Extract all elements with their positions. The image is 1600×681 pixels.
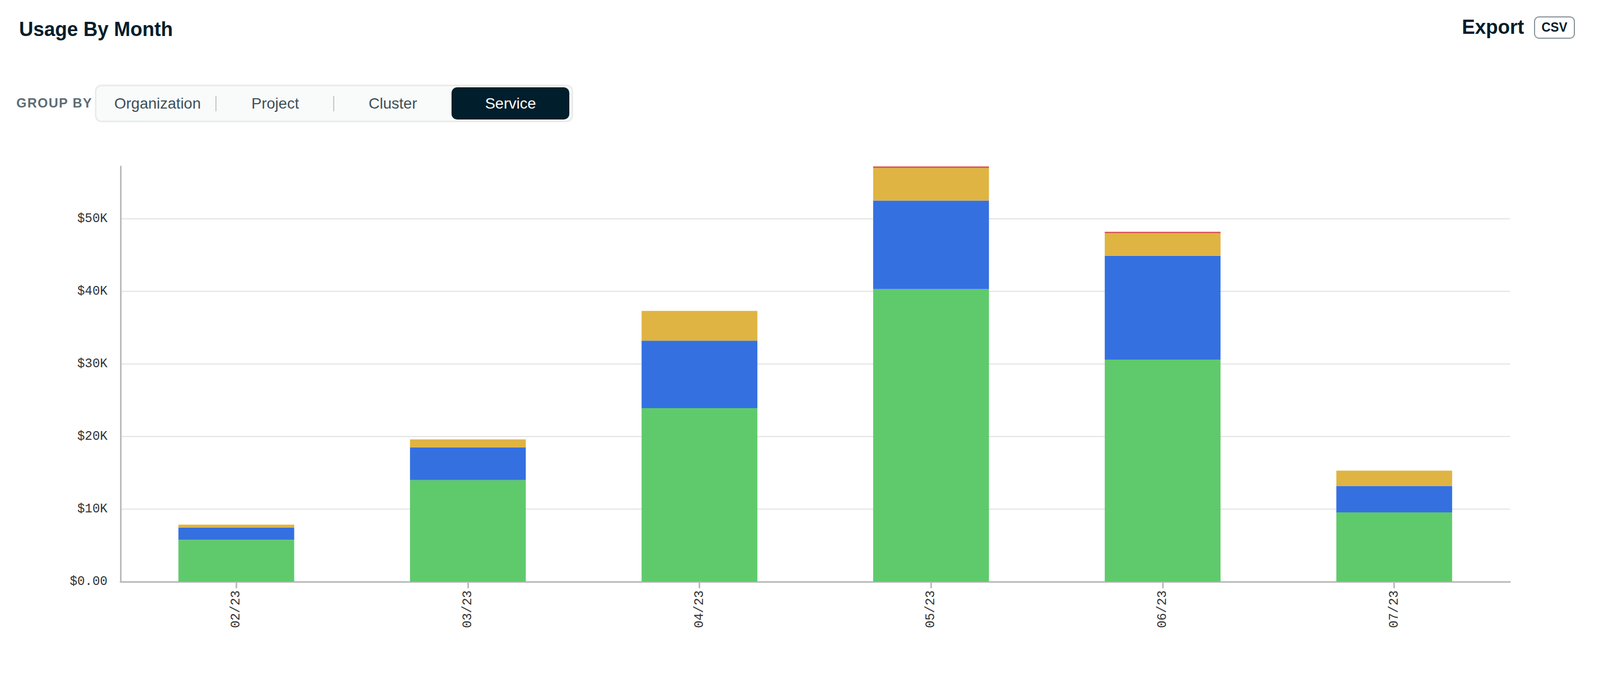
- svg-text:Usage By Month: Usage By Month: [19, 17, 173, 41]
- svg-text:$10K: $10K: [77, 501, 108, 516]
- svg-text:02/23: 02/23: [229, 590, 244, 628]
- svg-text:05/23: 05/23: [923, 590, 938, 628]
- svg-text:$30K: $30K: [77, 356, 108, 371]
- svg-text:03/23: 03/23: [460, 590, 475, 628]
- svg-text:06/23: 06/23: [1155, 590, 1170, 628]
- svg-text:$0.00: $0.00: [69, 574, 108, 589]
- html-text:GROUP BY: GROUP BY: [16, 95, 93, 111]
- html-text:Project: Project: [251, 94, 299, 112]
- html-text:Service: Service: [485, 94, 536, 112]
- html-text:Cluster: Cluster: [368, 94, 418, 112]
- svg-text:$40K: $40K: [77, 284, 108, 299]
- svg-text:04/23: 04/23: [692, 590, 707, 628]
- svg-text:07/23: 07/23: [1387, 590, 1402, 628]
- svg-text:$20K: $20K: [77, 429, 108, 444]
- html-text:CSV: CSV: [1541, 19, 1568, 35]
- svg-text:$50K: $50K: [77, 211, 108, 226]
- html-text:Export: Export: [1461, 15, 1525, 39]
- html-text:Organization: Organization: [114, 94, 201, 112]
